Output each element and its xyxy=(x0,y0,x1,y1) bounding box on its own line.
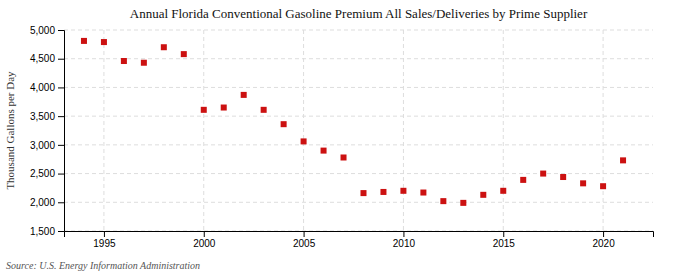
tick: 3,500 xyxy=(30,111,64,122)
tick-mark xyxy=(58,87,64,88)
point xyxy=(121,58,127,64)
point xyxy=(460,200,466,206)
grid-line xyxy=(64,87,653,88)
point xyxy=(81,38,87,44)
tick: 2005 xyxy=(293,231,316,249)
point xyxy=(500,188,506,194)
tick-label: 3,000 xyxy=(30,140,55,151)
tick: 5,000 xyxy=(30,25,64,36)
plot: 1995 2000 2005 2010 2015 2020 1,500 2,000 2,500 3… xyxy=(30,25,654,249)
grid-line xyxy=(203,30,204,231)
tick-label: 4,000 xyxy=(30,82,55,93)
grid-line xyxy=(64,202,653,203)
grid-line xyxy=(64,144,653,145)
tick-label: 1995 xyxy=(93,238,116,249)
point xyxy=(400,188,406,194)
tick-label: 2005 xyxy=(293,238,316,249)
point xyxy=(181,51,187,57)
grid-line xyxy=(303,30,304,231)
points xyxy=(81,38,626,206)
tick: 2020 xyxy=(592,231,615,249)
point xyxy=(221,105,227,111)
point xyxy=(241,92,247,98)
tick-mark xyxy=(304,231,305,237)
point xyxy=(620,157,626,163)
point xyxy=(341,154,347,160)
tick-mark xyxy=(58,174,64,175)
grid-line xyxy=(503,30,504,231)
tick: 2,500 xyxy=(30,168,64,179)
tick-label: 2,000 xyxy=(30,197,55,208)
tick-mark xyxy=(58,145,64,146)
tick-label: 2015 xyxy=(493,238,516,249)
point xyxy=(201,107,207,113)
point xyxy=(360,190,366,196)
tick: 2,000 xyxy=(30,197,64,208)
tick-mark xyxy=(58,59,64,60)
grid-line xyxy=(603,30,604,231)
point xyxy=(540,171,546,177)
point xyxy=(161,44,167,50)
grid-line xyxy=(64,173,653,174)
tick-mark xyxy=(204,231,205,237)
tick-label: 3,500 xyxy=(30,111,55,122)
tick-label: 4,500 xyxy=(30,53,55,64)
tick-mark xyxy=(58,116,64,117)
tick: 2010 xyxy=(393,231,416,249)
tick-mark xyxy=(58,231,64,232)
point xyxy=(560,174,566,180)
point xyxy=(141,60,147,66)
tick-label: 2010 xyxy=(393,238,416,249)
point xyxy=(520,177,526,183)
tick-label: 2000 xyxy=(193,238,216,249)
y-axis: 1,500 2,000 2,500 3,000 3,500 4,000 4,500 5,000 xyxy=(30,25,65,237)
tick: 2000 xyxy=(193,231,216,249)
point xyxy=(321,148,327,154)
x-axis: 1995 2000 2005 2010 2015 2020 xyxy=(65,231,654,249)
tick: 1995 xyxy=(93,231,116,249)
source: Source: U.S. Energy Information Administ… xyxy=(6,260,200,271)
tick-label: 1,500 xyxy=(30,226,55,237)
point xyxy=(580,180,586,186)
tick-mark xyxy=(58,202,64,203)
tick-mark xyxy=(403,231,404,237)
grid-line xyxy=(103,30,104,231)
grid-line xyxy=(403,30,404,231)
point xyxy=(261,107,267,113)
point xyxy=(480,192,486,198)
tick-label: 5,000 xyxy=(30,25,55,36)
grid xyxy=(64,30,653,231)
tick: 1,500 xyxy=(30,226,64,237)
tick-mark xyxy=(603,231,604,237)
grid-line xyxy=(64,116,653,117)
tick: 2015 xyxy=(493,231,516,249)
tick: 4,500 xyxy=(30,53,64,64)
grid-line xyxy=(64,58,653,59)
point xyxy=(301,138,307,144)
tick-mark xyxy=(58,30,64,31)
tick-mark xyxy=(104,231,105,237)
point xyxy=(281,121,287,127)
grid-line xyxy=(64,30,653,31)
axis-line xyxy=(65,232,654,238)
y-axis-title: Thousand Gallons per Day xyxy=(4,71,16,190)
point xyxy=(380,189,386,195)
point xyxy=(440,198,446,204)
tick: 4,000 xyxy=(30,82,64,93)
point xyxy=(420,190,426,196)
tick: 3,000 xyxy=(30,140,64,151)
tick-mark xyxy=(503,231,504,237)
point xyxy=(101,39,107,45)
point xyxy=(600,183,606,189)
tick-label: 2020 xyxy=(592,238,615,249)
axis-line xyxy=(58,31,65,232)
title: Annual Florida Conventional Gasoline Pre… xyxy=(130,6,588,21)
chart: 1995 2000 2005 2010 2015 2020 1,500 2,000 2,500 3… xyxy=(0,0,675,275)
tick-label: 2,500 xyxy=(30,168,55,179)
